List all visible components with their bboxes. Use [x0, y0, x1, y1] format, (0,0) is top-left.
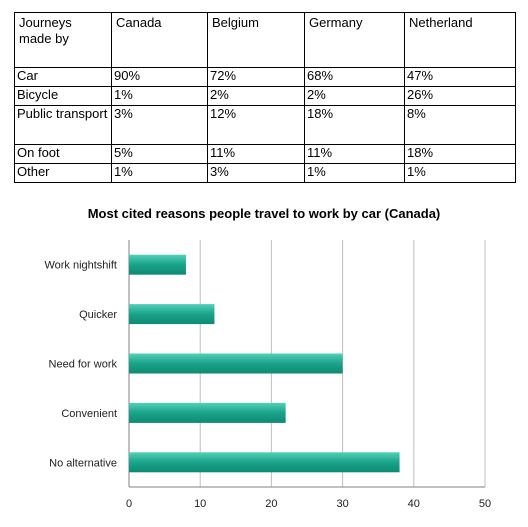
bar-chart: Work nightshift Quicker Need for work Conve…: [44, 240, 491, 510]
mode-cell: Bicycle: [14, 86, 112, 106]
bar: [129, 452, 400, 473]
category-label: Work nightshift: [44, 260, 117, 272]
value-cell: 5%: [111, 144, 208, 164]
value-cell: 1%: [304, 163, 405, 183]
header-cell-journeys: Journeys made by: [14, 12, 112, 68]
x-tick-label: 30: [336, 498, 348, 510]
header-cell-netherland: Netherland: [404, 12, 516, 68]
x-tick-label: 10: [194, 498, 206, 510]
value-cell: 3%: [111, 105, 208, 145]
x-tick-label: 20: [265, 498, 277, 510]
mode-cell: Car: [14, 67, 112, 87]
table-row-bicycle: Bicycle 1% 2% 2% 26%: [14, 86, 516, 106]
table-row-public-transport: Public transport 3% 12% 18% 8%: [14, 105, 516, 145]
header-cell-canada: Canada: [111, 12, 208, 68]
value-cell: 2%: [207, 86, 305, 106]
chart-title: Most cited reasons people travel to work…: [87, 206, 441, 221]
x-tick-labels: 0 10 20 30 40 50: [126, 498, 491, 510]
table-header-row: Journeys made by Canada Belgium Germany …: [14, 12, 516, 68]
header-cell-germany: Germany: [304, 12, 405, 68]
table-row-other: Other 1% 3% 1% 1%: [14, 163, 516, 183]
value-cell: 1%: [404, 163, 516, 183]
value-cell: 1%: [111, 86, 208, 106]
x-tick-label: 0: [126, 498, 132, 510]
table-row-on-foot: On foot 5% 11% 11% 18%: [14, 144, 516, 164]
x-tick-label: 50: [479, 498, 491, 510]
x-tick-label: 40: [408, 498, 420, 510]
mode-cell: Public transport: [14, 105, 112, 145]
bars: [129, 254, 400, 473]
value-cell: 11%: [304, 144, 405, 164]
value-cell: 72%: [207, 67, 305, 87]
bar: [129, 304, 215, 325]
value-cell: 11%: [207, 144, 305, 164]
bar: [129, 254, 186, 275]
mode-cell: Other: [14, 163, 112, 183]
table-row-car: Car 90% 72% 68% 47%: [14, 67, 516, 87]
value-cell: 26%: [404, 86, 516, 106]
mode-cell: On foot: [14, 144, 112, 164]
value-cell: 3%: [207, 163, 305, 183]
category-label: Need for work: [49, 359, 118, 371]
journeys-table: Journeys made by Canada Belgium Germany …: [14, 12, 516, 183]
value-cell: 2%: [304, 86, 405, 106]
category-label: No alternative: [49, 457, 117, 469]
value-cell: 47%: [404, 67, 516, 87]
category-label: Quicker: [79, 309, 117, 321]
value-cell: 90%: [111, 67, 208, 87]
value-cell: 8%: [404, 105, 516, 145]
value-cell: 18%: [404, 144, 516, 164]
value-cell: 68%: [304, 67, 405, 87]
value-cell: 18%: [304, 105, 405, 145]
value-cell: 12%: [207, 105, 305, 145]
bar: [129, 353, 343, 374]
category-labels: Work nightshift Quicker Need for work Conve…: [44, 260, 117, 470]
bar: [129, 402, 286, 423]
header-cell-belgium: Belgium: [207, 12, 305, 68]
category-label: Convenient: [61, 408, 117, 420]
value-cell: 1%: [111, 163, 208, 183]
